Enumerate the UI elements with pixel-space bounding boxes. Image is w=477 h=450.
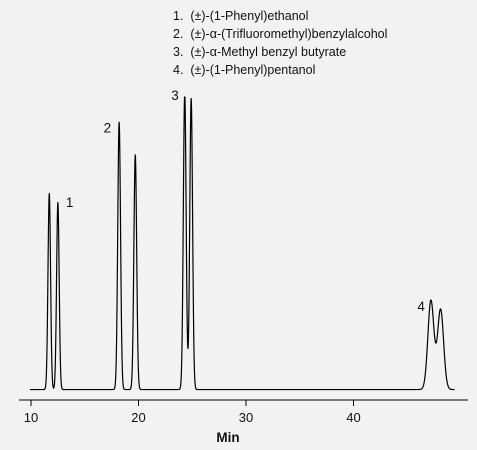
peak-label-2: 2 bbox=[104, 121, 112, 136]
legend-item-2: 2. (±)-α-(Trifluoromethyl)benzylalcohol bbox=[173, 27, 387, 41]
x-axis-ticks: 10 20 30 40 bbox=[24, 400, 361, 425]
x-axis-title: Min bbox=[216, 430, 239, 445]
legend-item-3: 3. (±)-α-Methyl benzyl butyrate bbox=[173, 45, 346, 59]
chromatogram-trace bbox=[29, 96, 455, 391]
x-tick-label-10: 10 bbox=[24, 410, 38, 425]
x-tick-label-20: 20 bbox=[131, 410, 145, 425]
x-tick-label-40: 40 bbox=[346, 410, 360, 425]
peak-label-3: 3 bbox=[171, 88, 179, 103]
legend-item-4: 4. (±)-(1-Phenyl)pentanol bbox=[173, 63, 315, 77]
peak-label-1: 1 bbox=[66, 195, 74, 210]
legend: 1. (±)-(1-Phenyl)ethanol 2. (±)-α-(Trifl… bbox=[173, 9, 387, 77]
legend-item-1: 1. (±)-(1-Phenyl)ethanol bbox=[173, 9, 308, 23]
x-tick-label-30: 30 bbox=[239, 410, 253, 425]
peak-labels: 1 2 3 4 bbox=[66, 88, 426, 314]
peak-label-4: 4 bbox=[417, 299, 425, 314]
